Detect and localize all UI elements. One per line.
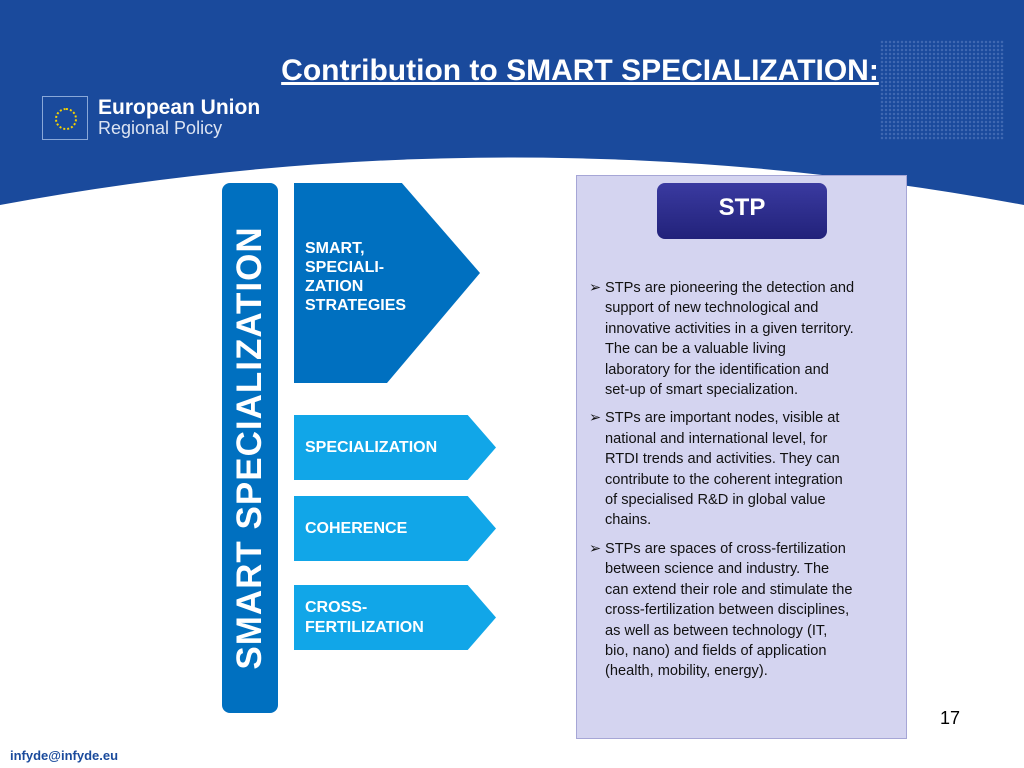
stp-heading: STP <box>657 183 827 239</box>
arrow-specialization: SPECIALIZATION <box>294 415 496 480</box>
arrow-cross-fertilization: CROSS- FERTILIZATION <box>294 585 496 650</box>
arrow-bullet-icon: ➢ <box>589 280 602 296</box>
bullet-text: STPs are important nodes, visible at nat… <box>605 410 843 529</box>
stp-panel: STP ➢ STPs are pioneering the detection a… <box>576 175 907 739</box>
stp-bullets: ➢ STPs are pioneering the detection and s… <box>589 278 905 690</box>
page-number: 17 <box>940 708 961 728</box>
logo-line1: European Union <box>98 96 261 119</box>
bullet-text: STPs are pioneering the detection and su… <box>605 280 855 399</box>
eu-logo: European Union Regional Policy <box>42 96 260 140</box>
bullet-item: ➢ STPs are important nodes, visible at na… <box>589 408 905 530</box>
arrow-coherence: COHERENCE <box>294 496 496 561</box>
smart-specialization-bar: SMART SPECIALIZATION <box>222 183 278 713</box>
arrow-bullet-icon: ➢ <box>589 540 602 557</box>
bullet-item: ➢ STPs are spaces of cross-fertilization … <box>589 539 905 682</box>
footer-email[interactable]: infyde@infyde.eu <box>10 748 119 763</box>
arrow-bullet-icon: ➢ <box>589 410 602 427</box>
europe-map-decoration <box>880 40 1004 140</box>
vertical-label: SMART SPECIALIZATION <box>230 226 269 670</box>
eu-flag-icon <box>42 96 88 140</box>
bullet-item: ➢ STPs are pioneering the detection and s… <box>589 278 905 400</box>
slide-title: Contribution to SMART SPECIALIZATION: <box>281 54 879 87</box>
logo-line2: Regional Policy <box>98 118 223 138</box>
bullet-text: STPs are spaces of cross-fertilization b… <box>605 540 853 680</box>
